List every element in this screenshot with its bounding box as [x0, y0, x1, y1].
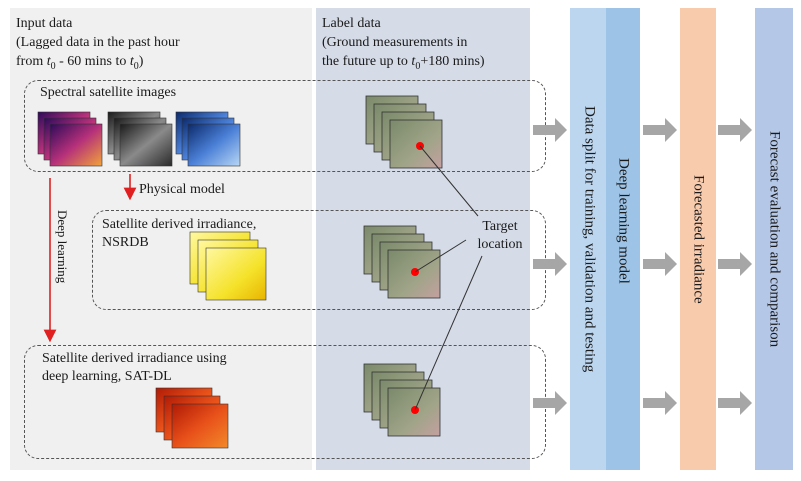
deep-learning-model-label: Deep learning model: [615, 158, 632, 284]
label-data-subtitle-2: the future up to t0+180 mins): [322, 54, 485, 72]
label-stack-3: [363, 363, 441, 437]
input-data-header: Input data (Lagged data in the past hour…: [16, 14, 180, 76]
forecast-evaluation-column: Forecast evaluation and comparison: [755, 8, 793, 470]
nsrdb-stack-yellow: [189, 231, 267, 301]
gray-arrow-row1-a: [533, 118, 567, 142]
spectral-stack-blue: [175, 111, 241, 167]
satdl-label: Satellite derived irradiance using deep …: [42, 351, 227, 384]
gray-arrow-row3-a: [533, 391, 567, 415]
gray-arrow-row1-b: [643, 118, 677, 142]
spectral-stack-gray: [107, 111, 173, 167]
deep-learning-label: Deep learning: [55, 210, 70, 284]
input-data-subtitle-1: (Lagged data in the past hour: [16, 35, 180, 50]
label-data-title: Label data: [322, 16, 381, 31]
forecast-evaluation-label: Forecast evaluation and comparison: [766, 130, 783, 348]
nsrdb-label: Satellite derived irradiance, NSRDB: [102, 217, 257, 250]
gray-arrows: [533, 118, 752, 415]
deep-learning-model-column: Deep learning model: [606, 8, 640, 470]
spectral-images-label: Spectral satellite images: [40, 85, 177, 100]
spectral-stack-purple: [37, 111, 103, 167]
data-split-column: Data split for training, validation and …: [570, 8, 608, 470]
satdl-stack-red: [155, 387, 229, 449]
gray-arrow-row2-c: [718, 252, 752, 276]
label-stack-2: [363, 225, 441, 299]
forecasted-irradiance-column: Forecasted irradiance: [680, 8, 716, 470]
gray-arrow-row3-b: [643, 391, 677, 415]
physical-model-label: Physical model: [139, 182, 225, 197]
data-split-label: Data split for training, validation and …: [581, 105, 598, 373]
forecasted-irradiance-label: Forecasted irradiance: [690, 174, 707, 304]
target-pointer-lines: [414, 145, 483, 411]
gray-arrow-row2-a: [533, 252, 567, 276]
gray-arrow-row2-b: [643, 252, 677, 276]
gray-arrow-row3-c: [718, 391, 752, 415]
label-data-header: Label data (Ground measurements in the f…: [322, 14, 485, 76]
input-data-title: Input data: [16, 16, 73, 31]
deep-learning-label-wrap: Deep learning: [50, 190, 74, 330]
label-data-subtitle-1: (Ground measurements in: [322, 35, 468, 50]
target-location-label: Target location: [477, 219, 523, 252]
input-data-subtitle-2: from t0 - 60 mins to t0): [16, 54, 144, 72]
label-stack-1: [365, 95, 443, 169]
gray-arrow-row1-c: [718, 118, 752, 142]
